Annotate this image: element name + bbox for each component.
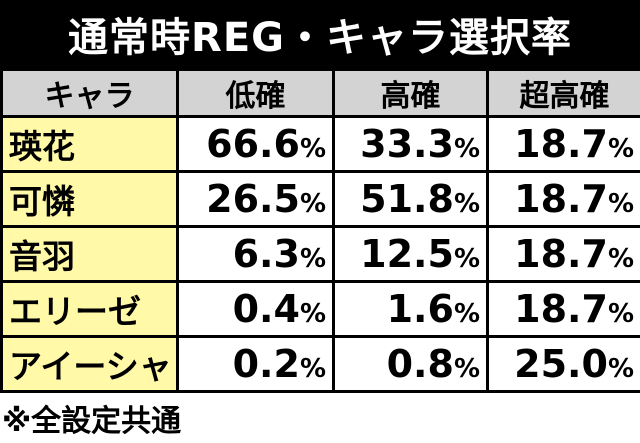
table-header-row: キャラ 低確 高確 超高確 bbox=[0, 68, 640, 118]
footnote: ※全設定共通 bbox=[2, 404, 182, 439]
rate-super-high: 18.7% bbox=[486, 225, 640, 283]
rate-value: 18.7 bbox=[514, 177, 608, 221]
table-row: 瑛花 66.6% 33.3% 18.7% bbox=[0, 115, 640, 173]
character-name: エリーゼ bbox=[0, 280, 179, 338]
header-character: キャラ bbox=[0, 68, 179, 118]
rate-super-high: 18.7% bbox=[486, 280, 640, 338]
rate-low: 66.6% bbox=[176, 115, 335, 173]
percent-unit: % bbox=[299, 134, 326, 164]
percent-unit: % bbox=[453, 354, 480, 384]
rate-low: 26.5% bbox=[176, 170, 335, 228]
rate-value: 12.5 bbox=[360, 232, 454, 276]
rate-high: 12.5% bbox=[332, 225, 489, 283]
rate-value: 0.4 bbox=[232, 287, 300, 331]
rate-super-high: 25.0% bbox=[486, 335, 640, 393]
percent-unit: % bbox=[299, 189, 326, 219]
rate-low: 6.3% bbox=[176, 225, 335, 283]
rate-high: 0.8% bbox=[332, 335, 489, 393]
rate-value: 18.7 bbox=[514, 122, 608, 166]
rate-super-high: 18.7% bbox=[486, 115, 640, 173]
table-row: エリーゼ 0.4% 1.6% 18.7% bbox=[0, 280, 640, 338]
percent-unit: % bbox=[453, 299, 480, 329]
rate-super-high: 18.7% bbox=[486, 170, 640, 228]
page-title: 通常時REG・キャラ選択率 bbox=[0, 0, 640, 68]
percent-unit: % bbox=[299, 354, 326, 384]
rate-value: 25.0 bbox=[514, 342, 608, 386]
rate-high: 33.3% bbox=[332, 115, 489, 173]
percent-unit: % bbox=[453, 134, 480, 164]
table-row: 音羽 6.3% 12.5% 18.7% bbox=[0, 225, 640, 283]
percent-unit: % bbox=[299, 299, 326, 329]
rate-value: 0.8 bbox=[386, 342, 454, 386]
table-row: 可憐 26.5% 51.8% 18.7% bbox=[0, 170, 640, 228]
rate-low: 0.4% bbox=[176, 280, 335, 338]
character-name: 可憐 bbox=[0, 170, 179, 228]
rate-value: 0.2 bbox=[232, 342, 300, 386]
percent-unit: % bbox=[607, 354, 634, 384]
rate-value: 18.7 bbox=[514, 287, 608, 331]
rate-value: 1.6 bbox=[386, 287, 454, 331]
character-name: 音羽 bbox=[0, 225, 179, 283]
percent-unit: % bbox=[607, 134, 634, 164]
rate-value: 6.3 bbox=[232, 232, 300, 276]
header-high: 高確 bbox=[332, 68, 489, 118]
percent-unit: % bbox=[607, 189, 634, 219]
rate-value: 26.5 bbox=[206, 177, 300, 221]
percent-unit: % bbox=[607, 244, 634, 274]
rate-low: 0.2% bbox=[176, 335, 335, 393]
rate-value: 51.8 bbox=[360, 177, 454, 221]
percent-unit: % bbox=[453, 244, 480, 274]
selection-rate-table: キャラ 低確 高確 超高確 瑛花 66.6% 33.3% 18.7% 可憐 26… bbox=[0, 68, 640, 393]
rate-value: 66.6 bbox=[206, 122, 300, 166]
rate-high: 51.8% bbox=[332, 170, 489, 228]
header-low: 低確 bbox=[176, 68, 335, 118]
rate-value: 18.7 bbox=[514, 232, 608, 276]
percent-unit: % bbox=[299, 244, 326, 274]
percent-unit: % bbox=[453, 189, 480, 219]
character-name: 瑛花 bbox=[0, 115, 179, 173]
header-super-high: 超高確 bbox=[486, 68, 640, 118]
table-row: アイーシャ 0.2% 0.8% 25.0% bbox=[0, 335, 640, 393]
percent-unit: % bbox=[607, 299, 634, 329]
rate-high: 1.6% bbox=[332, 280, 489, 338]
character-name: アイーシャ bbox=[0, 335, 179, 393]
rate-value: 33.3 bbox=[360, 122, 454, 166]
